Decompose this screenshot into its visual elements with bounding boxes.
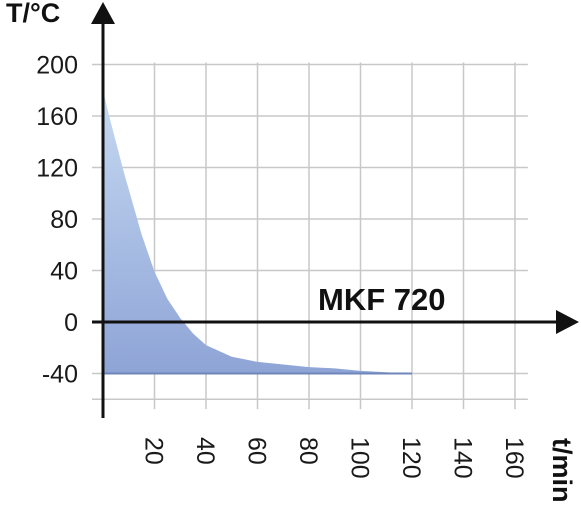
x-tick-label: 100 <box>346 437 374 479</box>
series-area-layer <box>103 90 412 374</box>
x-tick-label: 140 <box>449 437 477 479</box>
y-tick-label: 120 <box>36 155 78 183</box>
x-tick-label: 20 <box>140 437 168 465</box>
y-tick-label: 80 <box>50 206 78 234</box>
axes <box>91 2 579 418</box>
y-axis-label: T/°C <box>6 0 60 28</box>
series-area <box>103 90 412 374</box>
tick-labels: 200 160 120 80 40 0 -40 20 40 60 80 100 120 140 160 <box>36 52 528 479</box>
y-tick-label: 160 <box>36 103 78 131</box>
y-tick-label: 200 <box>36 52 78 80</box>
y-tick-label: 0 <box>64 309 78 337</box>
x-axis-arrow <box>556 310 579 334</box>
y-axis-arrow <box>91 2 115 24</box>
x-tick-label: 160 <box>500 437 528 479</box>
chart-annotation: MKF 720 <box>318 282 445 317</box>
y-tick-label: -40 <box>42 361 78 389</box>
y-tick-label: 40 <box>50 258 78 286</box>
x-tick-label: 120 <box>397 437 425 479</box>
x-tick-label: 60 <box>243 437 271 465</box>
x-axis-label: t/min <box>547 438 577 503</box>
x-tick-label: 80 <box>294 437 322 465</box>
x-tick-label: 40 <box>191 437 219 465</box>
